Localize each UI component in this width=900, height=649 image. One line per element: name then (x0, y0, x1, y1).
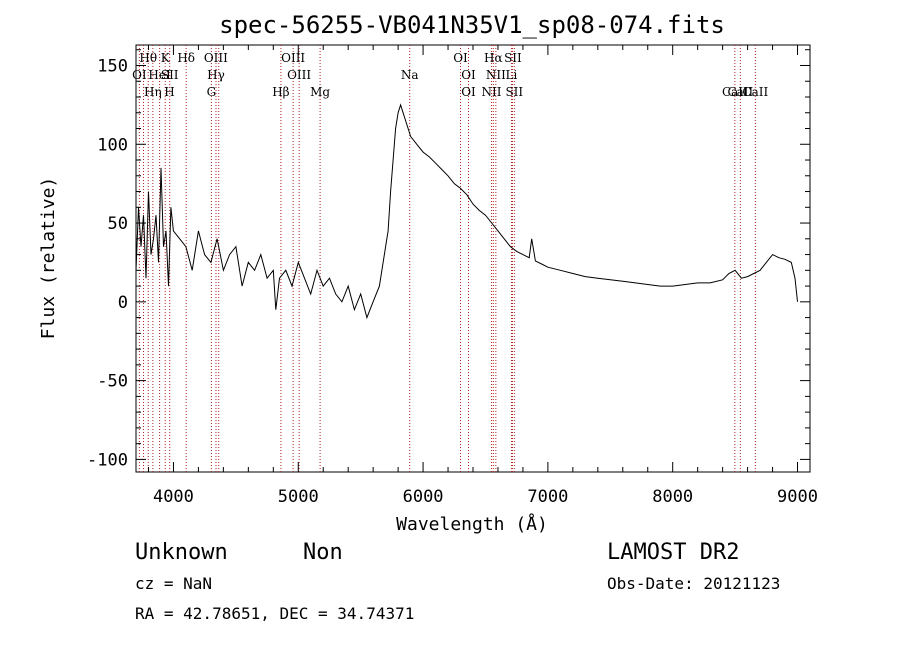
y-axis-label: Flux (relative) (38, 177, 59, 340)
line-label: NII (486, 68, 506, 82)
line-label: SII (505, 85, 523, 99)
line-label: CaII (742, 85, 768, 99)
x-tick-label: 4000 (153, 487, 194, 507)
survey-label: LAMOST DR2 (607, 540, 739, 565)
line-label: Mg (310, 85, 330, 99)
line-label: Hθ (139, 51, 157, 65)
class-label: Unknown (135, 540, 228, 565)
line-label: H (164, 85, 174, 99)
line-label: OI (461, 85, 476, 99)
cz-label: cz = NaN (135, 574, 212, 593)
x-tick-label: 9000 (777, 487, 818, 507)
coords-label: RA = 42.78651, DEC = 34.74371 (135, 604, 414, 623)
x-tick-label: 5000 (278, 487, 319, 507)
line-markers (138, 45, 756, 472)
line-label: HeI (148, 68, 171, 82)
obs-date-label: Obs-Date: 20121123 (607, 574, 780, 593)
y-tick-label: -50 (97, 372, 128, 392)
y-tick-label: 150 (97, 56, 128, 76)
line-label: OI (453, 51, 468, 65)
y-tick-label: 50 (108, 214, 128, 234)
spectrum-series-line (135, 103, 798, 320)
line-label: Hη (144, 85, 162, 99)
line-label: K (161, 51, 171, 65)
x-tick-label: 7000 (527, 487, 568, 507)
line-label: OIII (281, 51, 305, 65)
x-tick-label: 8000 (652, 487, 693, 507)
y-tick-label: 0 (118, 293, 128, 313)
line-label: Na (401, 68, 419, 82)
y-axis-ticks: -100 -50 0 50 100 150 (87, 49, 810, 470)
y-tick-label: 100 (97, 135, 128, 155)
line-label: G (207, 85, 217, 99)
line-label: Hδ (177, 51, 195, 65)
line-label: SII (161, 68, 179, 82)
line-label: Li (506, 68, 518, 82)
subclass-label: Non (303, 540, 343, 565)
x-axis-ticks: 4000 5000 6000 7000 8000 9000 (147, 45, 818, 507)
line-label: OIII (287, 68, 311, 82)
line-label: NII (481, 85, 501, 99)
plot-frame (135, 44, 811, 473)
line-label: OIII (204, 51, 228, 65)
line-label: CaII (727, 85, 753, 99)
line-label: Hγ (207, 68, 225, 82)
line-label: Hβ (272, 85, 289, 99)
line-label: Hα (484, 51, 503, 65)
x-axis-label: Wavelength (Å) (396, 513, 548, 535)
line-label: OI (132, 68, 147, 82)
x-tick-label: 6000 (403, 487, 444, 507)
line-label: CaII (722, 85, 748, 99)
y-tick-label: -100 (87, 450, 128, 470)
line-label: SII (504, 51, 522, 65)
line-label: OI (461, 68, 476, 82)
chart-title: spec-56255-VB041N35V1_sp08-074.fits (219, 11, 725, 39)
